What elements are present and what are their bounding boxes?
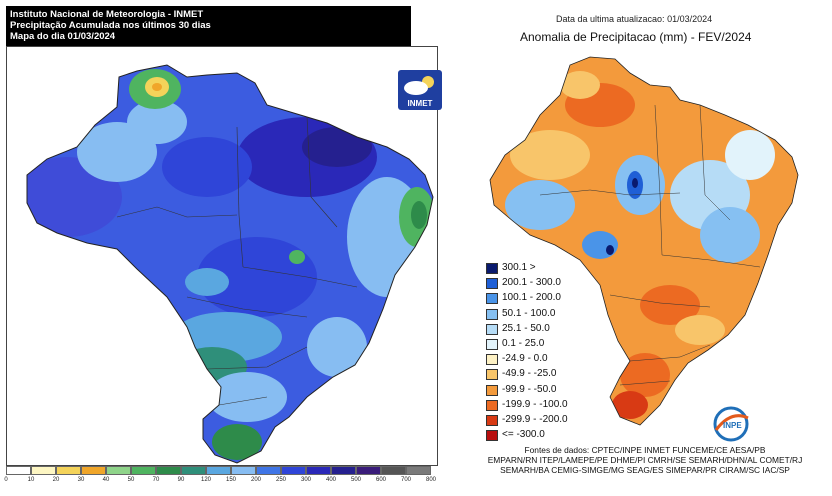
legend-swatch xyxy=(486,338,498,350)
precipitation-map xyxy=(6,46,438,466)
legend-label: 200 xyxy=(250,477,262,483)
brazil-precipitation-svg xyxy=(26,64,434,464)
legend-swatch xyxy=(486,278,498,290)
legend-label: -99.9 - -50.0 xyxy=(502,383,557,395)
update-date: Data da ultima atualizacao: 01/03/2024 xyxy=(556,14,713,24)
map-subtitle: Precipitação Acumulada nos últimos 30 di… xyxy=(10,20,211,31)
legend-swatch xyxy=(486,308,498,320)
map-header: Instituto Nacional de Meteorologia - INM… xyxy=(6,6,411,46)
legend-label: 70 xyxy=(152,477,160,483)
legend-label: 250 xyxy=(275,477,287,483)
legend-label: 100.1 - 200.0 xyxy=(502,292,561,304)
legend-swatch xyxy=(106,466,131,475)
legend-swatch xyxy=(281,466,306,475)
legend-row: -199.9 - -100.0 xyxy=(486,399,606,414)
legend-label: 0.1 - 25.0 xyxy=(502,337,545,349)
sources-line: SEMARH/BA CEMIG-SIMGE/MG SEAG/ES SIMEPAR… xyxy=(500,465,790,476)
legend-label: 300.1 > xyxy=(502,262,536,273)
legend-swatch xyxy=(156,466,181,475)
legend-label: <= -300.0 xyxy=(502,429,545,441)
legend-swatch xyxy=(486,369,498,381)
sources-line: EMPARN/RN ITEP/LAMEPE/PE DHME/PI CMRH/SE… xyxy=(487,455,803,466)
legend-swatch xyxy=(486,430,498,442)
legend-swatch xyxy=(486,414,498,426)
legend-row: -49.9 - -25.0 xyxy=(486,368,606,383)
legend-swatch xyxy=(356,466,381,475)
inmet-logo-text: INMET xyxy=(407,99,433,108)
precipitation-map-panel: Instituto Nacional de Meteorologia - INM… xyxy=(6,6,446,490)
legend-label: -49.9 - -25.0 xyxy=(502,368,557,380)
inpe-logo-text: INPE xyxy=(723,421,742,430)
brazil-outline xyxy=(26,64,434,464)
legend-label: -199.9 - -100.0 xyxy=(502,398,568,410)
legend-swatch xyxy=(331,466,356,475)
legend-swatch xyxy=(231,466,256,475)
legend-row: -299.9 - -200.0 xyxy=(486,414,606,429)
data-sources: Fontes de dados: CPTEC/INPE INMET FUNCEM… xyxy=(462,445,828,476)
legend-swatch xyxy=(486,399,498,411)
legend-swatch xyxy=(486,354,498,366)
inpe-logo: INPE xyxy=(708,404,754,444)
legend-label: 30 xyxy=(77,477,85,483)
legend-row: 25.1 - 50.0 xyxy=(486,323,606,338)
legend-label: 40 xyxy=(102,477,110,483)
legend-swatch xyxy=(486,293,498,305)
anomaly-map xyxy=(480,45,830,440)
legend-label: -299.9 - -200.0 xyxy=(502,413,568,425)
legend-label: 200.1 - 300.0 xyxy=(502,277,561,289)
institute-name: Instituto Nacional de Meteorologia - INM… xyxy=(10,9,204,20)
legend-label: 600 xyxy=(375,477,387,483)
legend-swatch xyxy=(306,466,331,475)
state-borders xyxy=(116,116,358,406)
legend-swatch xyxy=(56,466,81,475)
legend-swatch xyxy=(406,466,431,475)
legend-row: <= -300.0 xyxy=(486,429,606,444)
state-borders xyxy=(539,104,761,386)
legend-label: 50.1 - 100.0 xyxy=(502,307,556,319)
legend-swatch xyxy=(131,466,156,475)
legend-row: -24.9 - 0.0 xyxy=(486,353,606,368)
legend-swatch xyxy=(31,466,56,475)
legend-label: 500 xyxy=(350,477,362,483)
legend-label: 400 xyxy=(325,477,337,483)
legend-swatch xyxy=(486,323,498,335)
legend-label: 90 xyxy=(177,477,185,483)
legend-label: 25.1 - 50.0 xyxy=(502,322,550,334)
sources-line: Fontes de dados: CPTEC/INPE INMET FUNCEM… xyxy=(524,445,766,455)
legend-swatch xyxy=(81,466,106,475)
legend-label: 150 xyxy=(225,477,237,483)
legend-label: 0 xyxy=(4,477,8,483)
legend-swatch xyxy=(6,466,31,475)
legend-row: 0.1 - 25.0 xyxy=(486,338,606,353)
anomaly-title: Anomalia de Precipitacao (mm) - FEV/2024 xyxy=(520,30,752,44)
legend-row: 200.1 - 300.0 xyxy=(486,277,606,292)
inmet-logo: INMET xyxy=(398,70,442,110)
legend-label: 120 xyxy=(200,477,212,483)
legend-row: 300.1 > xyxy=(486,262,606,277)
legend-label: 800 xyxy=(425,477,437,483)
inpe-emblem-icon: INPE xyxy=(713,406,749,442)
legend-label: 300 xyxy=(300,477,312,483)
legend-swatch xyxy=(206,466,231,475)
brazil-anomaly-svg xyxy=(489,56,799,426)
map-date: Mapa do dia 01/03/2024 xyxy=(10,31,116,42)
legend-swatch xyxy=(486,384,498,396)
legend-label: 700 xyxy=(400,477,412,483)
precipitation-legend: 0 10 20 30 40 50 70 90 120 150 200 250 300 400 500 600 7… xyxy=(4,466,446,486)
legend-row: 100.1 - 200.0 xyxy=(486,292,606,307)
legend-label: 50 xyxy=(127,477,135,483)
legend-row: 50.1 - 100.0 xyxy=(486,308,606,323)
anomaly-legend: 300.1 > 200.1 - 300.0 100.1 - 200.0 50.1 - … xyxy=(486,262,606,444)
legend-label: -24.9 - 0.0 xyxy=(502,353,548,365)
legend-swatch xyxy=(381,466,406,475)
brazil-outline xyxy=(489,56,799,426)
weather-cloud-icon xyxy=(404,76,434,95)
legend-swatch xyxy=(181,466,206,475)
legend-label: 20 xyxy=(52,477,60,483)
legend-swatch xyxy=(486,263,498,274)
legend-row: -99.9 - -50.0 xyxy=(486,384,606,399)
legend-label: 10 xyxy=(27,477,35,483)
legend-swatch xyxy=(256,466,281,475)
